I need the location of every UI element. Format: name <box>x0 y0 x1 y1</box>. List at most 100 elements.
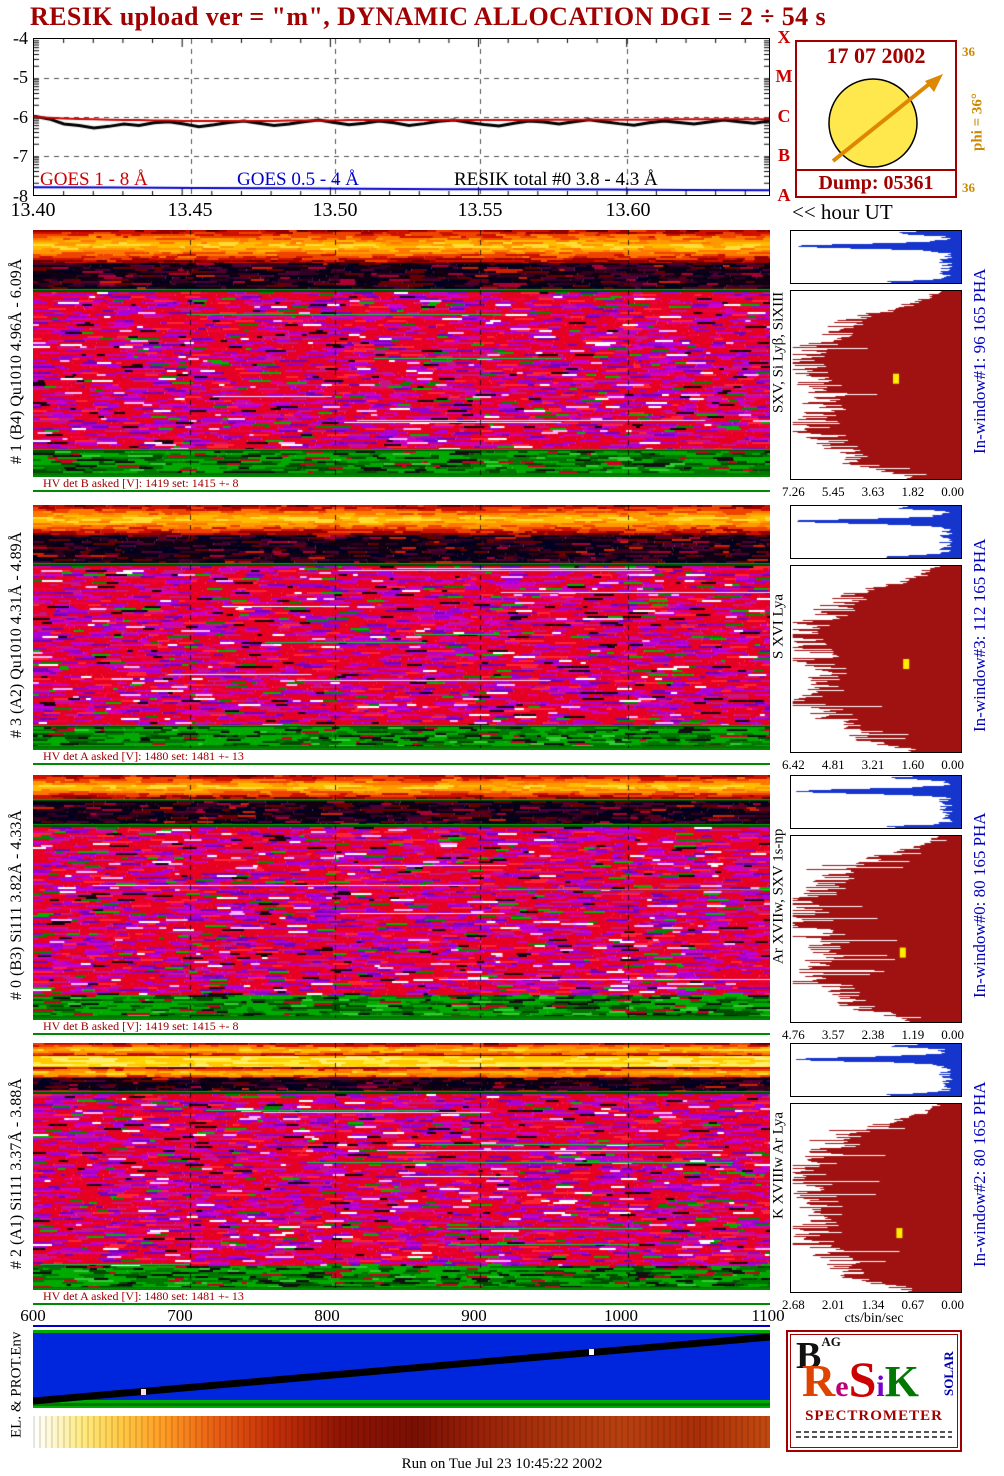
panel0-pha-upper-hist <box>790 230 962 284</box>
bottom-axis-1000: 1000 <box>604 1306 638 1325</box>
panel2-hv-readout: HV det B asked [V]: 1419 set: 1415 +- 8 <box>33 1018 770 1035</box>
tick: 0.67 <box>901 1297 925 1312</box>
dump-number: Dump: 05361 <box>797 169 955 196</box>
goes-class-c: C <box>777 106 791 126</box>
bottom-axis-800: 800 <box>314 1306 340 1325</box>
goes-class-x: X <box>777 27 791 47</box>
panel0-pha-axis: 7.26 5.45 3.63 1.82 0.00 <box>782 484 964 500</box>
tick: 3.21 <box>861 757 885 772</box>
phi-bottom-value: 36 <box>962 180 975 195</box>
bottom-axis-700: 700 <box>167 1306 193 1325</box>
env-track-dot-2 <box>589 1349 594 1355</box>
logo-side-text: SOLAR <box>941 1351 956 1397</box>
axis-divider-line <box>33 1325 770 1327</box>
goes-xtick-1360: 13.60 <box>605 199 651 221</box>
logo-mark: B <box>796 1335 822 1377</box>
panel0-pha-lower-hist <box>790 290 962 480</box>
panel3-wavelength-label: # 2 (A1) Si111 3.37Å - 3.88Å <box>8 1078 25 1270</box>
goes-ytick-m8: -8 <box>13 186 28 206</box>
tick: 1.82 <box>901 484 925 499</box>
panel3-pha-axis: 2.68 2.01 1.34 0.67 0.00 <box>782 1297 964 1313</box>
tick: 7.26 <box>782 484 805 499</box>
tick: 1.34 <box>861 1297 885 1312</box>
logo-caption: SPECTROMETER <box>805 1408 943 1424</box>
pointing-box: 17 07 2002 Dump: 05361 <box>795 40 957 198</box>
resik-logo-box: BAG ReSiK SOLAR SPECTROMETER <box>786 1330 962 1452</box>
panel2-pha-lower-hist <box>790 835 962 1023</box>
goes-ytick-m7: -7 <box>13 146 28 166</box>
bottom-axis-900: 900 <box>461 1306 487 1325</box>
tick: 0.00 <box>941 484 964 499</box>
tick: 1.60 <box>901 757 925 772</box>
logo-mark-row: BAG <box>796 1334 841 1378</box>
tick: 0.00 <box>941 757 964 772</box>
tick: 4.76 <box>782 1027 805 1042</box>
panel3-pha-lower-hist <box>790 1103 962 1293</box>
env-diagonal-track <box>33 1333 770 1405</box>
goes-xtick-1350: 13.50 <box>312 199 358 221</box>
tick: 3.63 <box>861 484 885 499</box>
goes-ytick-m5: -5 <box>13 67 28 87</box>
panel2-pha-axis: 4.76 3.57 2.38 1.19 0.00 <box>782 1027 964 1043</box>
env-panel-graphic <box>33 1330 770 1408</box>
tick: 6.42 <box>782 757 805 772</box>
tick: 2.01 <box>821 1297 845 1312</box>
tick: 1.19 <box>901 1027 925 1042</box>
panel1-pha-lower-hist <box>790 565 962 753</box>
tick: 0.00 <box>941 1297 964 1312</box>
env-panel-label: EL. & PROT.Env <box>8 1331 25 1439</box>
tick: 5.45 <box>821 484 845 499</box>
logo-letter-r: R <box>802 1355 836 1406</box>
panel1-inwindow-label: In-window#3: 112 165 PHA <box>970 538 989 732</box>
logo-letters: ReSiK <box>802 1350 919 1408</box>
panel0-line-id-label: SXV, Si Lyβ, SiXIII <box>770 291 787 414</box>
env-track-dot-1 <box>141 1389 146 1395</box>
panel1-line-id-label: S XVI Lya <box>770 594 787 659</box>
logo-mark-sub: AG <box>821 1334 841 1349</box>
hour-ut-label: << hour UT <box>792 200 893 224</box>
logo-letter-s: S <box>848 1351 877 1407</box>
panel1-hv-readout: HV det A asked [V]: 1480 set: 1481 +- 13 <box>33 748 770 765</box>
panel1-pha-upper-hist <box>790 505 962 559</box>
tick: 2.38 <box>861 1027 885 1042</box>
panel2-spectrogram <box>33 775 770 1018</box>
panel2-inwindow-label: In-window#0: 80 165 PHA <box>970 812 989 998</box>
goes-curves-canvas <box>34 39 769 195</box>
bottom-axis-1100: 1100 <box>751 1306 785 1325</box>
tick: 0.00 <box>941 1027 964 1042</box>
panel0-wavelength-label: # 1 (B4) Qu1010 4.96Å - 6.09Å <box>8 258 25 464</box>
bottom-axis-600: 600 <box>20 1306 46 1325</box>
panel3-pha-upper-hist <box>790 1043 962 1097</box>
tick: 3.57 <box>821 1027 845 1042</box>
goes-ytick-m4: -4 <box>13 28 28 48</box>
goes-class-a: A <box>777 185 791 205</box>
panel2-line-id-label: Ar XVIIw, SXV 1s-np <box>770 828 787 965</box>
observation-date: 17 07 2002 <box>826 43 926 68</box>
panel0-spectrogram <box>33 230 770 475</box>
goes-xtick-1345: 13.45 <box>167 199 213 221</box>
panel2-pha-upper-hist <box>790 775 962 829</box>
goes-xtick-1340: 13.40 <box>10 199 56 221</box>
goes-class-b: B <box>777 145 790 165</box>
panel1-spectrogram <box>33 505 770 748</box>
phi-angle-label: phi = 36° <box>969 93 986 151</box>
legend-goes-short: GOES 0.5 - 4 Å <box>237 169 359 190</box>
sun-disk-graphic <box>828 74 943 168</box>
pha-units-label: cts/bin/sec <box>844 1311 904 1326</box>
goes-xtick-1355: 13.55 <box>457 199 503 221</box>
phi-top-value: 36 <box>962 44 975 59</box>
legend-resik-total: RESIK total #0 3.8 - 4.3 Å <box>454 169 658 190</box>
logo-letter-i: i <box>876 1370 885 1403</box>
panel3-hv-readout: HV det A asked [V]: 1480 set: 1481 +- 13 <box>33 1288 770 1305</box>
panel3-inwindow-label: In-window#2: 80 165 PHA <box>970 1081 989 1267</box>
run-timestamp: Run on Tue Jul 23 10:45:22 2002 <box>401 1456 603 1472</box>
page-title: RESIK upload ver = "m", DYNAMIC ALLOCATI… <box>30 2 826 31</box>
panel1-pha-axis: 6.42 4.81 3.21 1.60 0.00 <box>782 757 964 773</box>
panel3-line-id-label: K XVIIIw Ar Lya <box>770 1111 787 1220</box>
panel1-wavelength-label: # 3 (A2) Qu1010 4.31Å - 4.89Å <box>8 531 25 739</box>
panel0-inwindow-label: In-window#1: 96 165 PHA <box>970 268 989 454</box>
logo-letter-k: K <box>884 1357 919 1406</box>
legend-goes-long: GOES 1 - 8 Å <box>40 169 148 190</box>
goes-ytick-m6: -6 <box>13 107 28 127</box>
